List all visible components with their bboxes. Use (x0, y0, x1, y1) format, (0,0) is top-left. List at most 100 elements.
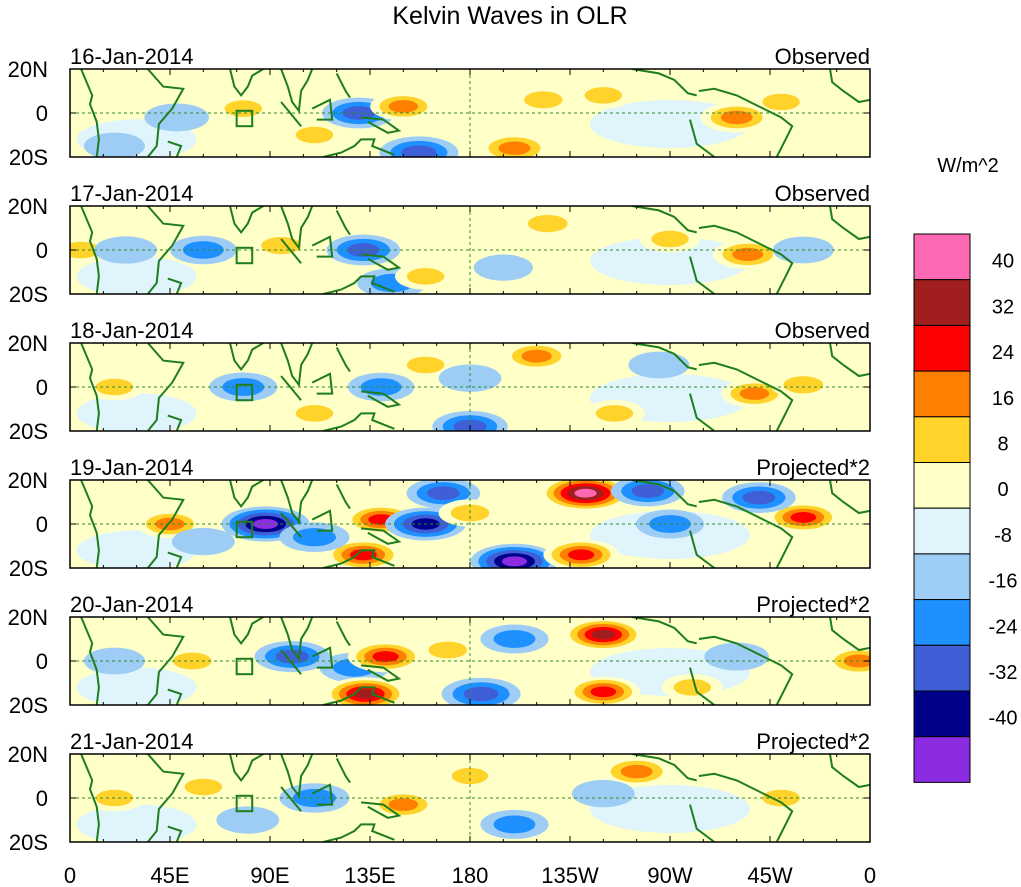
background-anomaly (76, 667, 197, 705)
panel-label: Projected*2 (756, 455, 870, 480)
background-anomaly (76, 804, 197, 842)
panel-date: 16-Jan-2014 (70, 44, 194, 69)
coastline (698, 498, 794, 568)
olr-anomaly (388, 100, 419, 113)
panel-date: 20-Jan-2014 (70, 592, 194, 617)
coastline (80, 617, 100, 705)
coastline (147, 343, 185, 431)
coastline (311, 372, 334, 395)
x-tick-label: 135E (344, 863, 395, 887)
colorbar-tick-label: -8 (994, 525, 1012, 547)
coastline (147, 754, 185, 842)
olr-anomaly (739, 387, 770, 400)
panel-label: Observed (775, 181, 870, 206)
coastline (311, 783, 334, 806)
coastline (311, 235, 334, 258)
index-region-box (235, 246, 254, 265)
y-tick-label: 0 (36, 238, 48, 263)
coastline (167, 140, 183, 157)
y-tick-label: 20N (8, 742, 48, 767)
coastline (689, 119, 715, 157)
olr-anomaly (184, 778, 223, 796)
coastline (335, 209, 351, 236)
coastline (632, 754, 697, 782)
coastline (280, 512, 302, 538)
olr-anomaly (144, 103, 209, 132)
background-anomaly (590, 237, 750, 285)
background-anomaly (76, 530, 197, 568)
olr-anomaly (628, 351, 690, 379)
coastlines (80, 480, 870, 568)
colorbar-tick-label: 24 (992, 342, 1014, 364)
x-tick-label: 45W (747, 863, 792, 887)
x-tick-label: 90E (250, 863, 289, 887)
colorbar-tick-label: 32 (992, 296, 1014, 318)
coastline (698, 224, 794, 294)
olr-anomaly (295, 405, 334, 422)
coastline (361, 527, 402, 545)
coastline (335, 483, 351, 510)
olr-anomaly (353, 689, 378, 699)
coastline (80, 206, 100, 294)
coastline (632, 617, 697, 645)
colorbar-swatch (913, 553, 971, 601)
coastline (167, 277, 183, 294)
olr-anomaly (762, 789, 800, 807)
olr-anomaly (595, 405, 634, 422)
coastline (323, 549, 395, 568)
coastline (335, 757, 351, 784)
olr-anomaly (584, 87, 623, 104)
coastline (229, 617, 264, 646)
y-tick-label: 20S (9, 693, 48, 718)
coastline (361, 801, 402, 819)
anomaly-field (76, 756, 812, 842)
olr-anomaly (155, 517, 185, 531)
olr-anomaly (790, 512, 817, 523)
olr-anomaly (501, 556, 528, 567)
coastline (167, 688, 183, 705)
coastline (698, 635, 794, 705)
y-tick-label: 20N (8, 605, 48, 630)
olr-anomaly (252, 518, 279, 530)
coastline (167, 825, 183, 842)
panel-date: 21-Jan-2014 (70, 729, 194, 754)
panels: 20N 0 20S 16-Jan-2014 Observed 20N 0 20S 17-Jan-… (8, 44, 871, 855)
coastline (689, 804, 715, 842)
coastline (689, 393, 715, 431)
olr-anomaly (571, 779, 635, 808)
coastline (323, 823, 395, 842)
olr-anomaly (428, 641, 468, 659)
y-tick-label: 20N (8, 194, 48, 219)
colorbar-tick-label: 0 (997, 479, 1008, 501)
olr-anomaly (524, 91, 563, 109)
coastline (280, 649, 302, 675)
coastline (280, 617, 314, 662)
panel-6: 20N 0 20S 21-Jan-2014 Projected*2 (8, 729, 871, 855)
olr-anomaly (567, 549, 595, 561)
olr-anomaly (651, 230, 689, 248)
index-region-box (235, 794, 254, 813)
coastline (229, 754, 264, 783)
y-tick-label: 20S (9, 419, 48, 444)
olr-anomaly (438, 364, 502, 392)
coastline (698, 772, 794, 842)
coastline (229, 206, 264, 235)
olr-anomaly (704, 642, 769, 671)
coastline (167, 414, 183, 431)
olr-anomaly (720, 110, 753, 125)
coastline (632, 69, 697, 97)
coastline (311, 646, 334, 669)
coastlines (80, 617, 870, 705)
coastline (632, 343, 697, 371)
coastline (829, 480, 870, 515)
coastline (80, 69, 100, 157)
olr-anomaly (388, 798, 419, 811)
coastline (698, 361, 794, 431)
olr-anomaly (426, 486, 460, 501)
coastline (323, 686, 395, 705)
coastlines (80, 206, 870, 294)
coastline (311, 509, 334, 532)
coastline (147, 480, 185, 568)
y-tick-label: 0 (36, 101, 48, 126)
coastline (361, 116, 402, 134)
